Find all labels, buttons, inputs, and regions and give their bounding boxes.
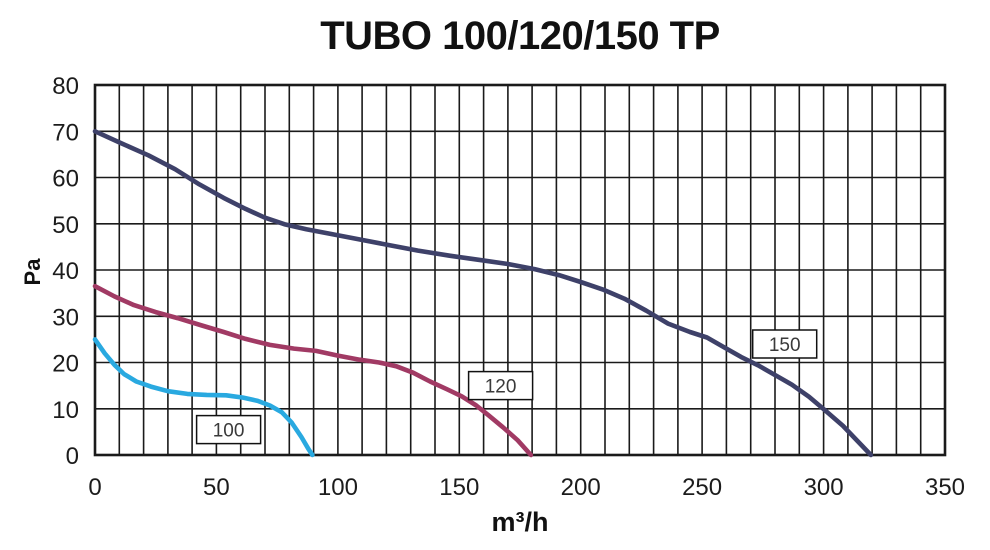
x-tick-label: 50	[203, 474, 230, 501]
y-tick-label: 0	[66, 443, 79, 470]
x-axis-label: m³/h	[491, 507, 549, 537]
series-label-120: 120	[467, 370, 534, 401]
series-label-text: 150	[769, 335, 801, 356]
x-tick-label: 0	[88, 474, 101, 501]
y-tick-label: 20	[52, 351, 79, 378]
y-tick-label: 60	[52, 166, 79, 193]
y-tick-label: 50	[52, 212, 79, 239]
curve-150	[92, 129, 874, 458]
y-tick-label: 10	[52, 397, 79, 424]
series-label-box	[195, 414, 262, 445]
y-tick-label: 30	[52, 304, 79, 331]
series-label-150: 150	[751, 329, 818, 359]
series-label-text: 100	[213, 421, 245, 442]
series-label-100: 100	[195, 414, 262, 445]
x-tick-label: 350	[925, 474, 965, 501]
plot-border	[93, 83, 947, 457]
series-label-box	[467, 370, 534, 401]
y-tick-label: 40	[52, 258, 79, 285]
x-tick-label: 300	[804, 474, 844, 501]
x-tick-label: 200	[561, 474, 601, 501]
curve-100	[92, 337, 315, 458]
curve-120	[92, 283, 534, 458]
series-label-text: 120	[485, 377, 517, 398]
x-tick-label: 250	[682, 474, 722, 501]
chart-title: TUBO 100/120/150 TP	[320, 14, 720, 58]
y-axis-label: Pa	[20, 258, 45, 286]
series-label-box	[751, 329, 818, 359]
x-tick-label: 150	[439, 474, 479, 501]
y-tick-label: 70	[52, 119, 79, 146]
y-tick-label: 80	[52, 73, 79, 100]
x-tick-label: 100	[318, 474, 358, 501]
